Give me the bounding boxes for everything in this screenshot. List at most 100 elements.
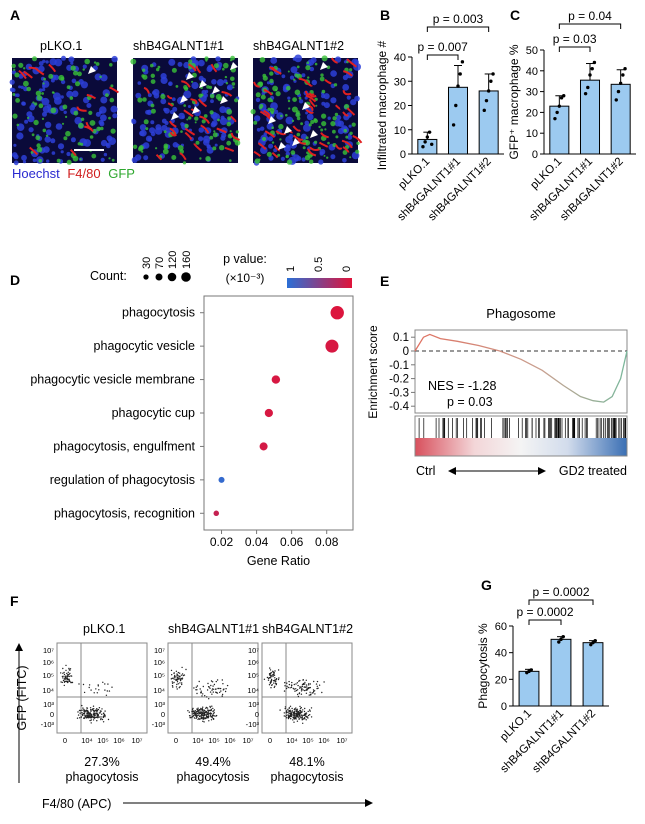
go-term-dot: [259, 442, 268, 451]
count-legend-label: 70: [154, 257, 166, 269]
f480-signal: [169, 127, 177, 137]
data-point: [591, 640, 595, 645]
nucleus: [61, 55, 66, 61]
arrowhead-marker: [171, 112, 179, 120]
event-dot: [305, 714, 307, 716]
event-dot: [312, 692, 314, 694]
event-dot: [221, 679, 223, 681]
y-tick-label: -10³: [152, 720, 166, 729]
event-dot: [196, 710, 199, 712]
f480-signal: [221, 90, 233, 97]
event-dot: [298, 692, 300, 695]
nucleus: [45, 60, 49, 64]
gfp-signal: [294, 73, 299, 77]
nucleus: [220, 115, 225, 120]
event-dot: [293, 688, 295, 690]
x-tick-label: 10⁴: [286, 736, 298, 745]
x-tick-label: 0: [63, 736, 67, 745]
bar-3: [610, 83, 631, 155]
nucleus: [42, 87, 46, 92]
nucleus: [147, 93, 152, 98]
go-term-dot: [218, 476, 225, 483]
event-dot: [200, 708, 202, 710]
event-dot: [62, 677, 64, 679]
f480-signal: [69, 149, 77, 157]
event-dot: [89, 719, 91, 722]
event-dot: [179, 682, 181, 684]
event-dot: [177, 683, 179, 685]
nucleus: [255, 97, 261, 103]
event-dot: [105, 694, 108, 696]
gfp-signal: [84, 58, 90, 65]
event-dot: [269, 667, 271, 669]
event-dot: [290, 686, 293, 689]
event-dot: [302, 709, 304, 711]
event-dot: [302, 689, 304, 691]
event-dot: [65, 675, 67, 677]
f480-signal: [259, 110, 271, 120]
nucleus: [280, 156, 285, 161]
gfp-signal: [171, 67, 177, 73]
f480-signal: [48, 63, 57, 73]
event-dot: [221, 693, 224, 696]
x-tick-label: 10⁵: [97, 736, 108, 745]
count-legend-dot: [167, 272, 177, 282]
nucleus: [327, 116, 331, 120]
panel-letter-a: A: [10, 7, 20, 23]
gfp-signal: [314, 62, 318, 66]
event-dot: [190, 716, 192, 719]
event-dot: [287, 708, 289, 711]
event-dot: [308, 694, 310, 696]
gfp-signal: [12, 93, 16, 96]
event-dot: [67, 675, 69, 678]
x-tick-label: 0.06: [280, 535, 304, 549]
nucleus: [13, 143, 17, 147]
nucleus: [44, 136, 51, 143]
nucleus: [100, 139, 108, 147]
event-dot: [316, 685, 318, 687]
nucleus: [169, 110, 175, 115]
f480-signal: [210, 63, 218, 73]
gfp-signal: [334, 112, 339, 117]
event-dot: [101, 708, 103, 710]
gfp-signal: [300, 122, 303, 126]
event-dot: [61, 675, 64, 678]
f480-signal: [197, 98, 208, 108]
event-dot: [179, 676, 181, 678]
event-dot: [200, 711, 202, 713]
gfp-signal: [180, 130, 183, 133]
data-point: [484, 98, 489, 103]
event-dot: [83, 708, 85, 711]
nucleus: [45, 129, 52, 136]
event-dot: [285, 715, 287, 717]
event-dot: [178, 675, 180, 677]
event-dot: [211, 705, 213, 707]
event-dot: [277, 678, 280, 681]
nucleus: [11, 70, 16, 75]
gfp-signal: [157, 65, 161, 69]
nes-label: NES = -1.28: [428, 379, 496, 393]
event-dot: [98, 716, 100, 718]
gfp-signal: [204, 56, 209, 61]
gfp-signal: [142, 74, 148, 80]
nucleus: [149, 127, 156, 134]
p-value-label: p = 0.003: [433, 12, 484, 26]
event-dot: [313, 680, 315, 683]
event-dot: [295, 707, 297, 709]
event-dot: [79, 712, 81, 714]
event-dot: [210, 713, 212, 715]
event-dot: [95, 712, 97, 714]
gfp-signal: [308, 123, 312, 127]
gfp-signal: [143, 119, 149, 125]
event-dot: [95, 716, 97, 719]
gfp-signal: [65, 130, 71, 137]
gfp-signal: [109, 63, 113, 67]
data-point: [451, 123, 456, 127]
gfp-signal: [260, 94, 266, 100]
y-tick-label: 60: [495, 621, 507, 633]
x-tick-label: 0: [268, 736, 272, 745]
event-dot: [62, 672, 64, 674]
y-tick-label: 10⁴: [42, 686, 54, 695]
y-tick-label: 20: [526, 107, 538, 119]
